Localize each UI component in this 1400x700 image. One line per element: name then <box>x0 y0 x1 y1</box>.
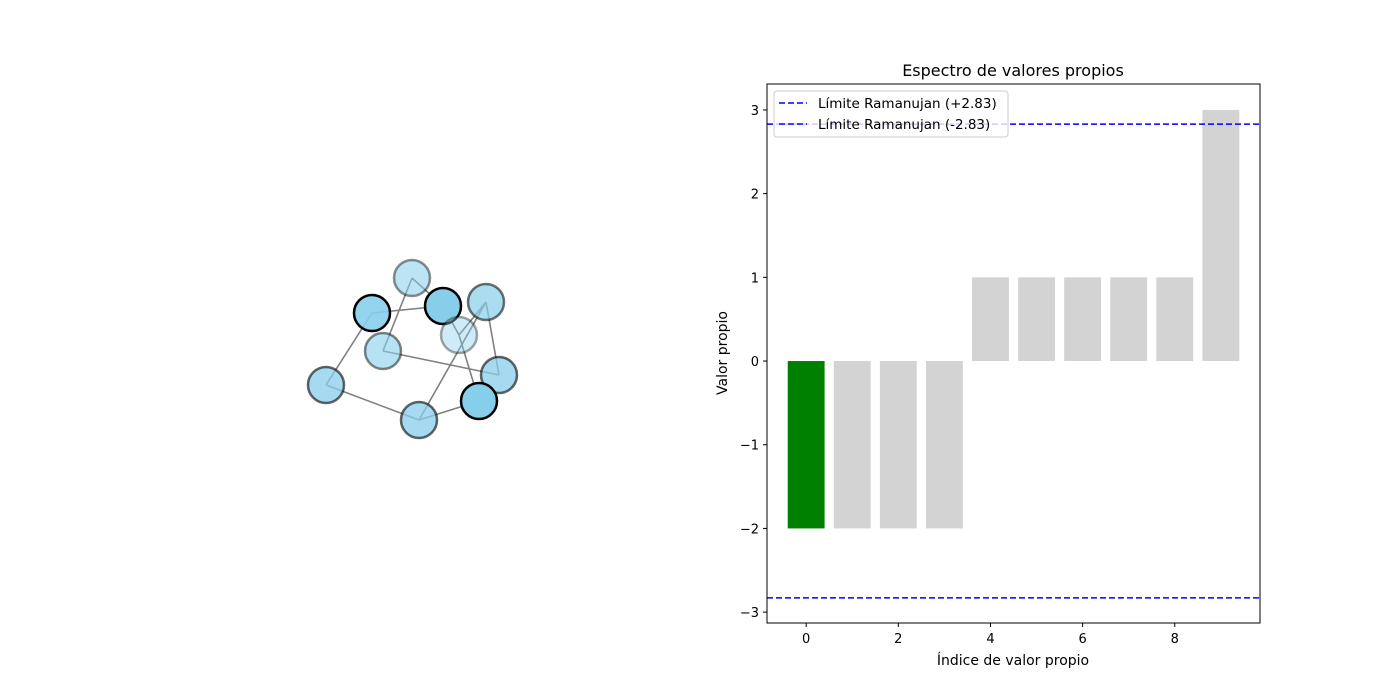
bar <box>925 361 963 529</box>
graph-node-highlighted <box>459 381 499 421</box>
graph-node <box>392 258 432 298</box>
bar <box>1018 277 1055 362</box>
graph-panel <box>306 258 519 440</box>
y-tick-label: −1 <box>740 439 759 454</box>
bar <box>1202 109 1240 362</box>
y-axis-label: Valor propio <box>715 311 731 395</box>
bar <box>787 361 825 529</box>
graph-edge <box>418 301 487 421</box>
bar <box>1110 277 1148 362</box>
x-axis-label: Índice de valor propio <box>937 652 1089 669</box>
x-tick-label: 6 <box>1078 632 1086 647</box>
graph-node <box>399 400 439 440</box>
bars <box>787 109 1240 529</box>
legend: Límite Ramanujan (+2.83) Límite Ramanuja… <box>773 90 1009 138</box>
chart-title: Espectro de valores propios <box>902 61 1124 80</box>
x-tick-label: 0 <box>802 632 810 647</box>
y-tick-label: 1 <box>751 271 759 286</box>
bar <box>1064 277 1102 362</box>
graph-nodes <box>306 258 519 440</box>
y-tick-label: −2 <box>740 522 759 537</box>
bar <box>972 277 1009 362</box>
x-tick-label: 4 <box>986 632 994 647</box>
graph-node-highlighted <box>352 293 392 333</box>
x-tick-label: 8 <box>1171 632 1179 647</box>
bar <box>879 361 917 529</box>
y-tick-label: 2 <box>751 188 759 203</box>
graph-node <box>479 355 519 395</box>
bar <box>833 361 871 529</box>
y-tick-label: 3 <box>751 104 759 119</box>
legend-label-upper: Límite Ramanujan (+2.83) <box>818 96 997 112</box>
x-axis-ticks: 0 2 4 6 8 <box>802 623 1179 647</box>
graph-node-highlighted <box>423 286 463 326</box>
y-axis-ticks: −3 −2 −1 0 1 2 3 <box>740 104 767 621</box>
bar <box>1156 277 1194 362</box>
graph-node <box>466 282 506 322</box>
graph-edge <box>382 350 500 376</box>
graph-node <box>306 365 346 405</box>
graph-node <box>363 331 403 371</box>
y-tick-label: 0 <box>751 355 759 370</box>
y-tick-label: −3 <box>740 606 759 621</box>
legend-box <box>773 90 1009 138</box>
eigenvalue-chart: Espectro de valores propios 0 2 4 6 8 −3 −2 −1… <box>715 61 1261 669</box>
legend-label-lower: Límite Ramanujan (-2.83) <box>818 117 990 133</box>
graph-node <box>439 315 479 355</box>
axes-frame <box>766 83 1261 624</box>
x-tick-label: 2 <box>894 632 902 647</box>
